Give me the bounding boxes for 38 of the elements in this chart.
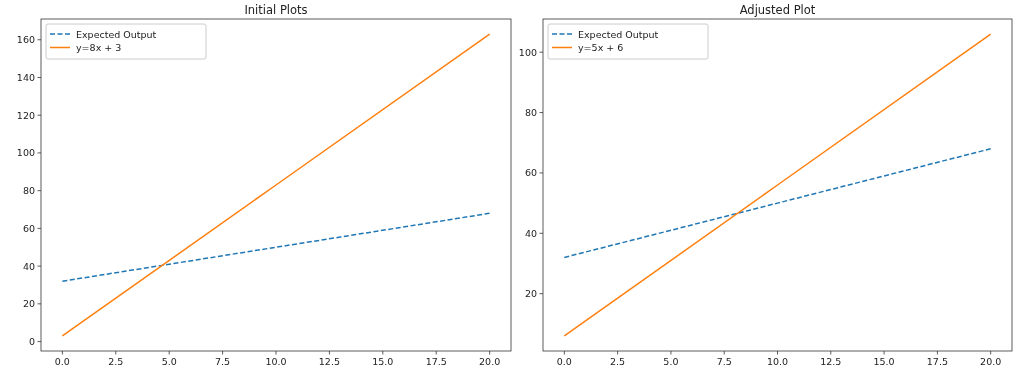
x-tick-label: 7.5 (716, 356, 732, 367)
x-tick-label: 15.0 (372, 356, 394, 367)
y-tick-label: 80 (524, 107, 537, 119)
y-tick-label: 0 (28, 336, 35, 348)
chart-title: Adjusted Plot (739, 3, 816, 17)
legend-label: Expected Output (578, 28, 659, 40)
y-tick-label: 80 (22, 185, 35, 197)
x-tick-label: 15.0 (873, 356, 895, 367)
y-tick-label: 40 (22, 260, 35, 272)
y-tick-label: 20 (524, 288, 537, 300)
y-tick-label: 100 (518, 46, 537, 58)
x-tick-label: 20.0 (479, 356, 501, 367)
legend-label: Expected Output (76, 28, 157, 40)
y-tick-label: 120 (16, 109, 35, 121)
x-tick-label: 12.5 (820, 356, 842, 367)
x-tick-label: 12.5 (318, 356, 340, 367)
y-tick-label: 100 (16, 147, 35, 159)
x-tick-label: 10.0 (265, 356, 287, 367)
x-tick-label: 5.0 (663, 356, 679, 367)
y-tick-label: 20 (22, 298, 35, 310)
y-tick-label: 60 (524, 167, 537, 179)
x-tick-label: 2.5 (108, 356, 124, 367)
x-tick-label: 0.0 (556, 356, 572, 367)
y-tick-label: 60 (22, 222, 35, 234)
x-tick-label: 10.0 (766, 356, 789, 367)
x-tick-label: 5.0 (161, 356, 177, 367)
x-tick-label: 7.5 (215, 356, 231, 367)
x-tick-label: 2.5 (610, 356, 626, 367)
y-tick-label: 40 (524, 227, 537, 239)
y-tick-label: 160 (16, 34, 35, 46)
x-tick-label: 20.0 (980, 356, 1002, 367)
x-tick-label: 17.5 (926, 356, 948, 367)
legend-label: y=5x + 6 (578, 42, 624, 53)
chart-title: Initial Plots (244, 3, 308, 17)
x-tick-label: 17.5 (425, 356, 447, 367)
x-tick-label: 0.0 (54, 356, 70, 367)
legend-label: y=8x + 3 (76, 42, 122, 53)
y-tick-label: 140 (16, 71, 35, 83)
